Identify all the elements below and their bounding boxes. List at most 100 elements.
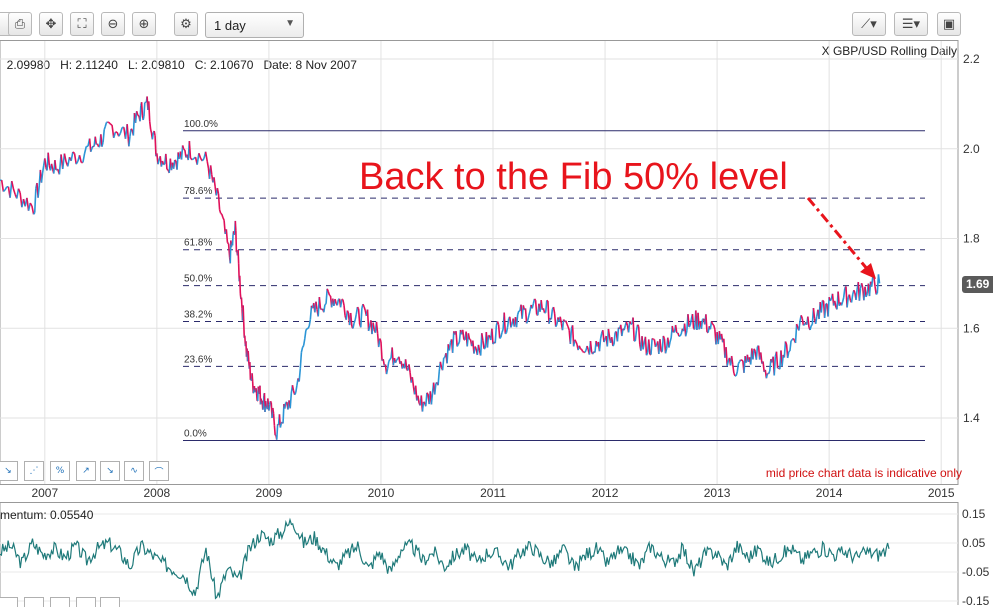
price-segment	[97, 144, 98, 147]
price-segment	[206, 152, 208, 162]
price-segment	[497, 321, 498, 324]
price-segment	[560, 317, 561, 324]
price-segment	[354, 320, 355, 323]
price-segment	[876, 293, 877, 294]
price-segment	[316, 302, 317, 310]
price-segment	[617, 328, 618, 342]
price-segment	[389, 359, 390, 361]
price-segment	[793, 338, 794, 340]
price-segment	[83, 153, 85, 162]
price-segment	[223, 218, 224, 221]
price-segment	[38, 186, 39, 198]
momentum-tool-button[interactable]	[24, 597, 44, 607]
price-segment	[651, 338, 652, 354]
ray-tool-icon[interactable]: ↘	[100, 461, 120, 481]
price-segment	[92, 146, 93, 148]
price-segment	[689, 325, 690, 327]
price-segment	[789, 351, 790, 352]
price-segment	[859, 288, 860, 301]
momentum-tool-button[interactable]	[50, 597, 70, 607]
price-segment	[308, 326, 309, 329]
price-segment	[222, 214, 223, 217]
price-segment	[603, 330, 604, 342]
price-segment	[114, 132, 116, 138]
x-tick-label: 2012	[592, 486, 619, 500]
fib-level-label: 50.0%	[184, 274, 212, 285]
fib-tool-icon[interactable]: ⌒	[149, 461, 169, 481]
price-segment	[207, 162, 208, 168]
price-segment	[690, 319, 691, 325]
price-segment	[295, 393, 296, 395]
price-segment	[351, 313, 352, 326]
price-segment	[456, 331, 457, 346]
price-segment	[504, 313, 505, 334]
price-segment	[713, 324, 714, 325]
price-segment	[727, 361, 728, 366]
price-segment	[733, 365, 734, 373]
momentum-tool-button[interactable]	[76, 597, 96, 607]
price-segment	[734, 373, 735, 376]
price-segment	[796, 324, 797, 343]
price-segment	[274, 425, 275, 435]
price-segment	[568, 327, 569, 330]
price-segment	[376, 322, 377, 334]
price-segment	[130, 129, 131, 136]
price-segment	[32, 206, 34, 214]
price-segment	[866, 294, 867, 297]
price-segment	[309, 319, 310, 326]
price-segment	[878, 274, 879, 283]
momentum-line	[0, 520, 889, 599]
price-segment	[45, 158, 46, 167]
price-segment	[487, 335, 488, 347]
price-segment	[397, 359, 398, 360]
price-segment	[797, 324, 798, 327]
price-segment	[457, 344, 458, 346]
price-segment	[736, 372, 737, 376]
price-segment	[624, 326, 625, 330]
price-segment	[828, 297, 829, 316]
price-segment	[119, 133, 121, 136]
momentum-tool-button[interactable]	[0, 597, 18, 607]
price-segment	[784, 341, 785, 357]
price-segment	[396, 360, 397, 363]
y-tick-label: -0.15	[962, 594, 990, 605]
price-segment	[269, 404, 270, 410]
price-segment	[492, 329, 493, 344]
price-segment	[80, 155, 82, 162]
price-segment	[633, 318, 634, 342]
price-segment	[18, 189, 20, 193]
percent-tool-icon[interactable]: %	[50, 461, 70, 481]
price-segment	[478, 345, 479, 351]
price-segment	[243, 305, 244, 321]
wave-tool-icon[interactable]: ⋰	[24, 461, 44, 481]
price-segment	[183, 145, 184, 149]
price-segment	[822, 300, 823, 301]
price-segment	[152, 133, 153, 140]
price-segment	[252, 373, 253, 381]
price-segment	[706, 314, 707, 332]
price-segment	[444, 357, 445, 358]
price-segment	[737, 364, 738, 372]
price-segment	[280, 424, 281, 428]
momentum-panel-frame	[0, 503, 958, 606]
price-segment	[799, 321, 800, 330]
price-segment	[639, 326, 640, 344]
price-segment	[326, 289, 327, 304]
momentum-tool-button[interactable]	[100, 597, 120, 607]
price-segment	[483, 341, 484, 349]
price-segment	[155, 136, 156, 157]
line-tool-icon[interactable]: ↗	[76, 461, 96, 481]
price-segment	[849, 295, 850, 301]
price-segment	[241, 298, 242, 309]
price-segment	[111, 125, 112, 126]
price-segment	[12, 181, 14, 189]
price-segment	[369, 326, 370, 331]
trend-tool-icon[interactable]: ↘	[0, 461, 18, 481]
price-segment	[335, 299, 336, 303]
price-segment	[518, 311, 519, 315]
price-segment	[613, 344, 614, 346]
x-tick-label: 2009	[256, 486, 283, 500]
price-segment	[409, 364, 410, 372]
arc-tool-icon[interactable]: ∿	[124, 461, 144, 481]
